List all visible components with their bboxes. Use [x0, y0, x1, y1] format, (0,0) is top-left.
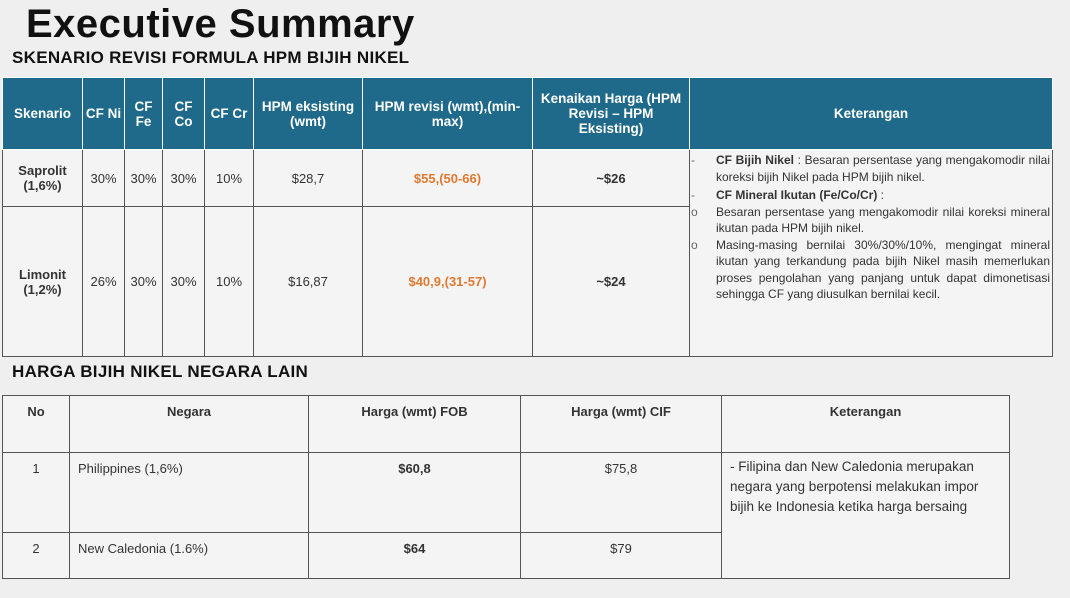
- header-cell: HPM eksisting (wmt): [253, 77, 363, 150]
- table-row: 1 Philippines (1,6%) $60,8 $75,8 - Filip…: [2, 452, 1010, 579]
- skenario-cell: Limonit (1,2%): [2, 206, 83, 357]
- fob-cell: $64: [308, 532, 521, 579]
- header-cell: Skenario: [2, 77, 83, 150]
- header-cell: No: [2, 395, 70, 453]
- table-row: 2 New Caledonia (1.6%) $64 $79: [2, 532, 1010, 579]
- bullet-dash: -: [691, 188, 695, 202]
- bullet-circle: o: [691, 237, 698, 252]
- header-cell: CF Cr: [204, 77, 254, 150]
- header-cell: Harga (wmt) FOB: [308, 395, 521, 453]
- header-cell: Keterangan: [721, 395, 1010, 453]
- cf-fe-cell: 30%: [124, 206, 163, 357]
- cf-co-cell: 30%: [162, 206, 205, 357]
- header-cell: Kenaikan Harga (HPM Revisi – HPM Eksisti…: [532, 77, 690, 150]
- keterangan-text: : Besaran persentase yang mengakomodir n…: [716, 153, 1050, 184]
- header-cell: Keterangan: [689, 77, 1053, 150]
- table-header-row: Skenario CF Ni CF Fe CF Co CF Cr HPM eks…: [2, 77, 1053, 150]
- header-cell: HPM revisi (wmt),(min-max): [362, 77, 533, 150]
- cf-ni-cell: 30%: [82, 149, 125, 207]
- kenaikan-cell: ~$24: [532, 206, 690, 357]
- table-row: Saprolit (1,6%) 30% 30% 30% 10% $28,7 $5…: [2, 149, 1053, 357]
- cif-cell: $75,8: [520, 452, 722, 533]
- bullet-dash: -: [691, 153, 695, 167]
- scenario-table: Skenario CF Ni CF Fe CF Co CF Cr HPM eks…: [2, 77, 1053, 357]
- header-cell: Harga (wmt) CIF: [520, 395, 722, 453]
- table-row: Limonit (1,2%) 26% 30% 30% 10% $16,87 $4…: [2, 206, 1053, 357]
- keterangan-text: Besaran persentase yang mengakomodir nil…: [716, 204, 1050, 236]
- cf-ni-cell: 26%: [82, 206, 125, 357]
- cf-co-cell: 30%: [162, 149, 205, 207]
- hpm-eksisting-cell: $16,87: [253, 206, 363, 357]
- header-cell: CF Fe: [124, 77, 163, 150]
- header-cell: CF Ni: [82, 77, 125, 150]
- country-price-table: No Negara Harga (wmt) FOB Harga (wmt) CI…: [2, 395, 1010, 579]
- keterangan-label: CF Mineral Ikutan (Fe/Co/Cr): [716, 188, 878, 202]
- hpm-revisi-cell: $55,(50-66): [362, 149, 533, 207]
- page-title: Executive Summary: [26, 2, 415, 46]
- section-title-scenario: SKENARIO REVISI FORMULA HPM BIJIH NIKEL: [12, 48, 410, 67]
- keterangan-cell: - Filipina dan New Caledonia merupakan n…: [721, 452, 1010, 579]
- keterangan-cell: - CF Bijih Nikel : Besaran persentase yan…: [689, 149, 1053, 357]
- section-title-country: HARGA BIJIH NIKEL NEGARA LAIN: [12, 362, 309, 381]
- no-cell: 1: [2, 452, 70, 533]
- keterangan-text: Masing-masing bernilai 30%/30%/10%, meng…: [716, 237, 1050, 302]
- kenaikan-cell: ~$26: [532, 149, 690, 207]
- keterangan-label: CF Bijih Nikel: [716, 153, 794, 167]
- no-cell: 2: [2, 532, 70, 579]
- cf-cr-cell: 10%: [204, 206, 254, 357]
- skenario-cell: Saprolit (1,6%): [2, 149, 83, 207]
- cif-cell: $79: [520, 532, 722, 579]
- hpm-eksisting-cell: $28,7: [253, 149, 363, 207]
- table-header-row: No Negara Harga (wmt) FOB Harga (wmt) CI…: [2, 395, 1010, 453]
- header-cell: Negara: [69, 395, 309, 453]
- negara-cell: New Caledonia (1.6%): [69, 532, 309, 579]
- keterangan-text: :: [877, 188, 885, 202]
- negara-cell: Philippines (1,6%): [69, 452, 309, 533]
- header-cell: CF Co: [162, 77, 205, 150]
- cf-fe-cell: 30%: [124, 149, 163, 207]
- hpm-revisi-cell: $40,9,(31-57): [362, 206, 533, 357]
- bullet-circle: o: [691, 204, 698, 219]
- fob-cell: $60,8: [308, 452, 521, 533]
- cf-cr-cell: 10%: [204, 149, 254, 207]
